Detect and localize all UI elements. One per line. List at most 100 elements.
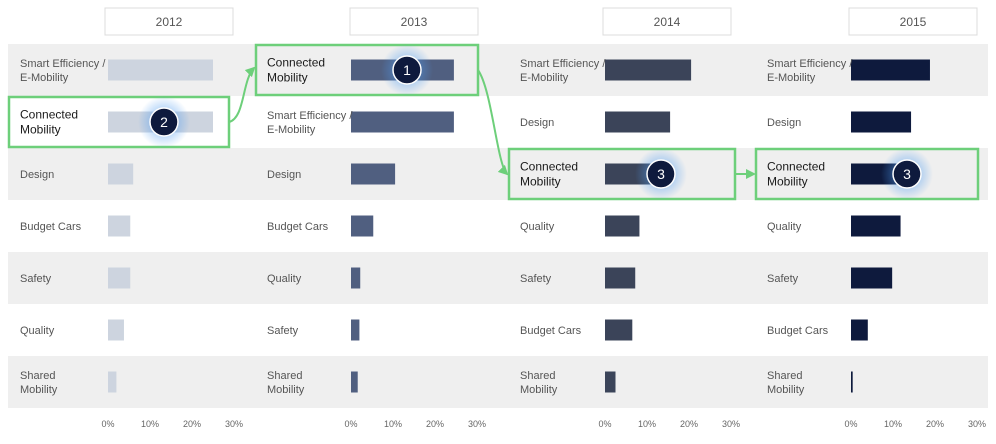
rank-badge-label: 1 [403,62,411,78]
category-label: Connected [520,160,578,174]
x-tick-label: 0% [844,419,857,429]
category-label: Design [520,117,554,129]
category-label: Design [20,169,54,181]
category-label: E-Mobility [267,124,316,136]
category-label: Safety [520,273,552,285]
bar [351,371,358,393]
category-label: Safety [767,273,799,285]
year-panel-2014: 2014 Smart Efficiency / E-Mobility Design Co… [520,7,740,429]
x-tick-label: 0% [344,419,357,429]
bar [351,111,454,133]
category-label: Shared [767,370,802,382]
bar [851,215,901,237]
category-label: Quality [267,273,302,285]
rank-badge [149,107,179,137]
category-label: Budget Cars [20,221,82,233]
category-label: Design [267,169,301,181]
rank-badge [392,55,422,85]
category-label: Mobility [20,384,58,396]
x-tick-label: 10% [638,419,656,429]
year-header-label: 2015 [900,15,927,29]
year-header-label: 2013 [401,15,428,29]
bar [605,111,671,133]
year-header-box [848,7,978,36]
x-tick-label: 20% [183,419,201,429]
category-label: Quality [767,221,802,233]
category-label: Connected [267,56,325,70]
x-tick-label: 0% [598,419,611,429]
category-label: Mobility [767,384,805,396]
bar [108,267,131,289]
category-label: Mobility [267,384,305,396]
x-tick-label: 10% [884,419,902,429]
x-tick-label: 30% [722,419,740,429]
year-header-box [104,7,234,36]
year-panels: 2012 Smart Efficiency / E-Mobility Connecte… [20,7,986,429]
bar [605,319,633,341]
year-header-box [349,7,479,36]
year-header-label: 2012 [156,15,183,29]
category-label: Smart Efficiency / [267,110,353,122]
rank-badge-label: 3 [903,166,911,182]
bar [851,111,912,133]
x-tick-label: 30% [968,419,986,429]
category-label: Safety [267,325,299,337]
category-label: Mobility [520,175,561,189]
bar [108,319,124,341]
highlight-box [754,147,980,201]
x-tick-label: 30% [225,419,243,429]
category-label: Budget Cars [767,325,829,337]
bar [108,163,134,185]
category-label: Smart Efficiency / [520,58,606,70]
year-header-label: 2014 [654,15,681,29]
connector-arrow [228,66,256,123]
category-label: E-Mobility [20,72,69,84]
bar [351,163,396,185]
category-label: Smart Efficiency / [20,58,106,70]
year-header-box [602,7,732,36]
highlight-overlay: 2 1 3 3 [7,43,980,201]
rank-badge-label: 2 [160,114,168,130]
category-label: E-Mobility [767,72,816,84]
row-band [8,356,988,408]
category-label: Mobility [520,384,558,396]
category-label: Smart Efficiency / [767,58,853,70]
bar [605,215,640,237]
connector-arrow [477,69,509,176]
category-label: Connected [20,108,78,122]
category-label: Shared [520,370,555,382]
bar [108,215,131,237]
row-band [8,148,988,200]
year-panel-2015: 2015 Smart Efficiency / E-Mobility Design Co… [767,7,986,429]
category-label: Safety [20,273,52,285]
category-label: Mobility [267,71,308,85]
category-label: Connected [767,160,825,174]
bar [108,371,117,393]
x-tick-label: 0% [101,419,114,429]
category-label: Shared [20,370,55,382]
bar [108,59,213,81]
category-label: Mobility [20,123,61,137]
bar [851,319,868,341]
bar [851,371,853,393]
bar [851,267,893,289]
category-label: Quality [520,221,555,233]
category-label: Shared [267,370,302,382]
category-label: E-Mobility [520,72,569,84]
bar [851,59,930,81]
row-band [8,252,988,304]
x-tick-label: 20% [926,419,944,429]
x-tick-label: 10% [384,419,402,429]
x-tick-label: 20% [426,419,444,429]
x-tick-label: 20% [680,419,698,429]
category-label: Design [767,117,801,129]
category-label: Mobility [767,175,808,189]
rank-badge [646,159,676,189]
category-label: Budget Cars [267,221,329,233]
category-label: Quality [20,325,55,337]
rank-badge [892,159,922,189]
bar [351,267,361,289]
